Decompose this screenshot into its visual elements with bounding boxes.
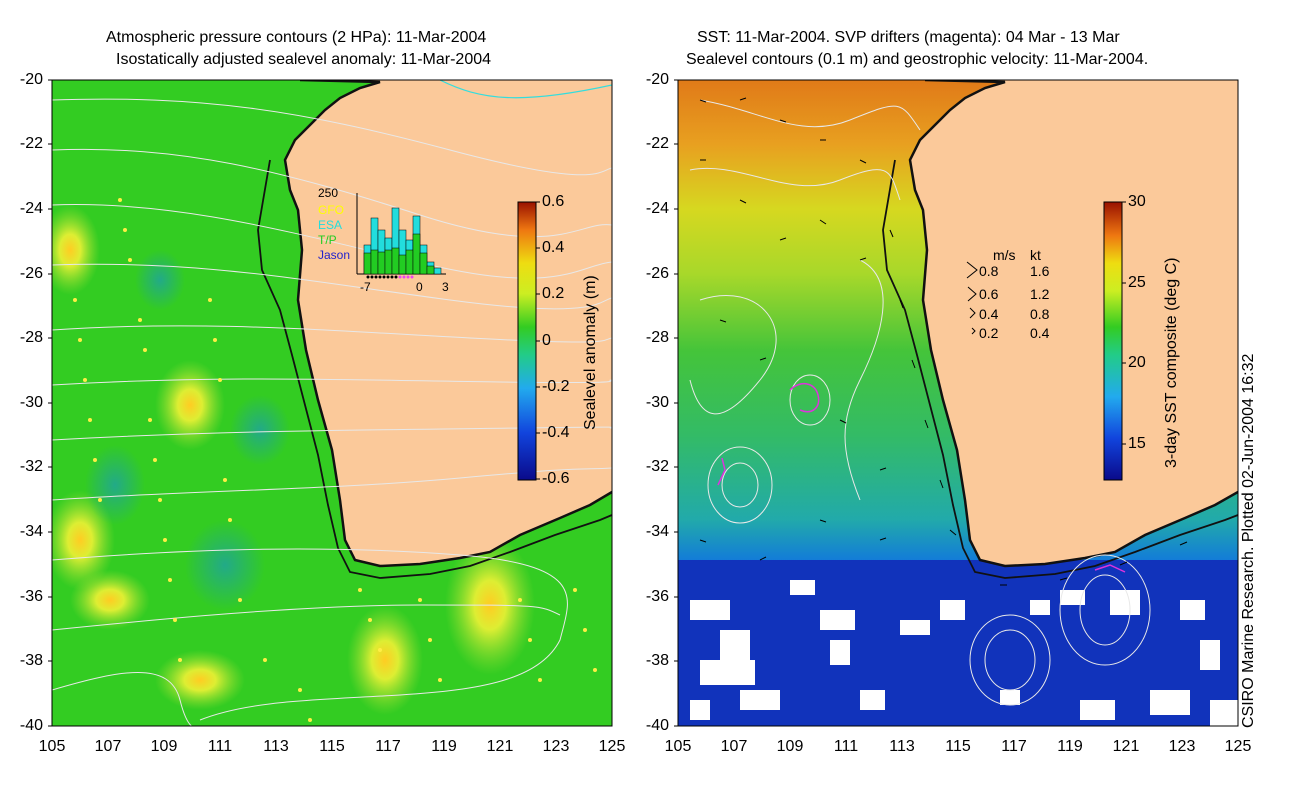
vel-row-kt: 1.6 (1030, 263, 1050, 279)
left-cb-tick: -0.6 (542, 470, 570, 487)
left-cb-tick: 0.6 (542, 193, 565, 210)
left-x-tick: 123 (542, 738, 570, 755)
left-x-tick: 109 (150, 738, 178, 755)
right-x-tick: 119 (1057, 738, 1083, 755)
right-x-tick: 107 (720, 738, 748, 755)
vel-header-ms: m/s (993, 247, 1016, 263)
right-x-tick: 113 (889, 738, 915, 755)
right-title-line1: SST: 11-Mar-2004. SVP drifters (magenta)… (697, 29, 1120, 46)
left-x-tick: 117 (375, 738, 401, 755)
left-y-tick: -40 (19, 717, 43, 734)
vel-row-kt: 1.2 (1030, 286, 1050, 302)
right-y-tick: -26 (645, 265, 669, 282)
right-x-tick: 125 (1224, 738, 1252, 755)
right-y-tick: -38 (645, 652, 669, 669)
vel-row-kt: 0.8 (1030, 306, 1050, 322)
right-y-tick: -28 (645, 329, 669, 346)
left-y-tick: -38 (19, 652, 43, 669)
right-cb-tick: 30 (1128, 193, 1146, 210)
left-cb-tick: -0.2 (542, 378, 570, 395)
right-colorbar-label: 3-day SST composite (deg C) (1163, 257, 1180, 468)
velocity-legend-arrows (966, 261, 978, 335)
right-map (678, 80, 1238, 726)
right-x-tick: 121 (1112, 738, 1140, 755)
right-y-tick: -22 (645, 135, 669, 152)
left-x-tick: 121 (486, 738, 514, 755)
right-cb-tick: 25 (1128, 274, 1146, 291)
inset-histogram (356, 193, 446, 279)
right-y-tick: -36 (645, 588, 669, 605)
left-y-tick: -36 (19, 588, 43, 605)
right-x-tick: 109 (776, 738, 804, 755)
right-x-tick: 117 (1001, 738, 1027, 755)
left-x-tick: 105 (38, 738, 66, 755)
right-y-tick: -34 (645, 523, 669, 540)
right-x-tick: 111 (833, 738, 859, 755)
left-y-tick: -24 (19, 200, 43, 217)
left-y-tick: -20 (19, 71, 43, 88)
inset-x-label-neg7: -7 (360, 280, 371, 294)
right-x-tick: 105 (664, 738, 692, 755)
right-y-tick: -32 (645, 458, 669, 475)
inset-ymax-label: 250 (318, 186, 339, 200)
left-x-tick: 107 (94, 738, 122, 755)
left-x-tick: 115 (319, 738, 345, 755)
right-x-tick: 115 (945, 738, 971, 755)
left-y-tick: -34 (19, 523, 43, 540)
inset-legend-jason: Jason (318, 248, 351, 262)
left-y-tick: -32 (19, 458, 43, 475)
vel-header-kt: kt (1030, 247, 1041, 263)
right-y-tick: -30 (645, 394, 669, 411)
inset-x-label-3: 3 (442, 280, 449, 294)
left-x-tick: 111 (207, 738, 233, 755)
right-y-tick: -24 (645, 200, 669, 217)
left-x-tick: 125 (598, 738, 626, 755)
left-cb-tick: -0.4 (542, 424, 570, 441)
left-x-tick: 119 (431, 738, 457, 755)
vel-row-kt: 0.4 (1030, 325, 1050, 341)
left-x-tick: 113 (263, 738, 289, 755)
velocity-arrows (699, 97, 1188, 586)
left-colorbar (517, 201, 537, 481)
left-colorbar-label: Sealevel anomaly (m) (582, 275, 599, 430)
vel-row-ms: 0.2 (979, 325, 999, 341)
left-y-tick: -26 (19, 265, 43, 282)
left-title-line2: Isostatically adjusted sealevel anomaly:… (116, 51, 492, 68)
inset-legend-gfo: GFO (318, 203, 344, 217)
left-y-tick: -28 (19, 329, 43, 346)
right-title-line2: Sealevel contours (0.1 m) and geostrophi… (686, 51, 1149, 68)
right-y-tick: -20 (645, 71, 669, 88)
right-y-tick: -40 (645, 717, 669, 734)
left-y-tick: -22 (19, 135, 43, 152)
left-title-line1: Atmospheric pressure contours (2 HPa): 1… (106, 29, 487, 46)
left-cb-tick: 0.2 (542, 285, 565, 302)
credit-label: CSIRO Marine Research. Plotted 02-Jun-20… (1240, 353, 1257, 728)
right-cb-tick: 20 (1128, 354, 1146, 371)
vel-row-ms: 0.8 (979, 263, 999, 279)
right-cb-tick: 15 (1128, 435, 1146, 452)
left-cb-tick: 0.4 (542, 239, 565, 256)
inset-x-label-0: 0 (416, 280, 423, 294)
vel-row-ms: 0.4 (979, 306, 999, 322)
right-colorbar (1103, 201, 1123, 481)
left-satellite-tracks (73, 198, 597, 722)
vel-row-ms: 0.6 (979, 286, 999, 302)
left-y-tick: -30 (19, 394, 43, 411)
inset-legend-tp: T/P (318, 233, 337, 247)
right-x-tick: 123 (1168, 738, 1196, 755)
inset-legend-esa: ESA (318, 218, 343, 232)
left-cb-tick: 0 (542, 332, 551, 349)
